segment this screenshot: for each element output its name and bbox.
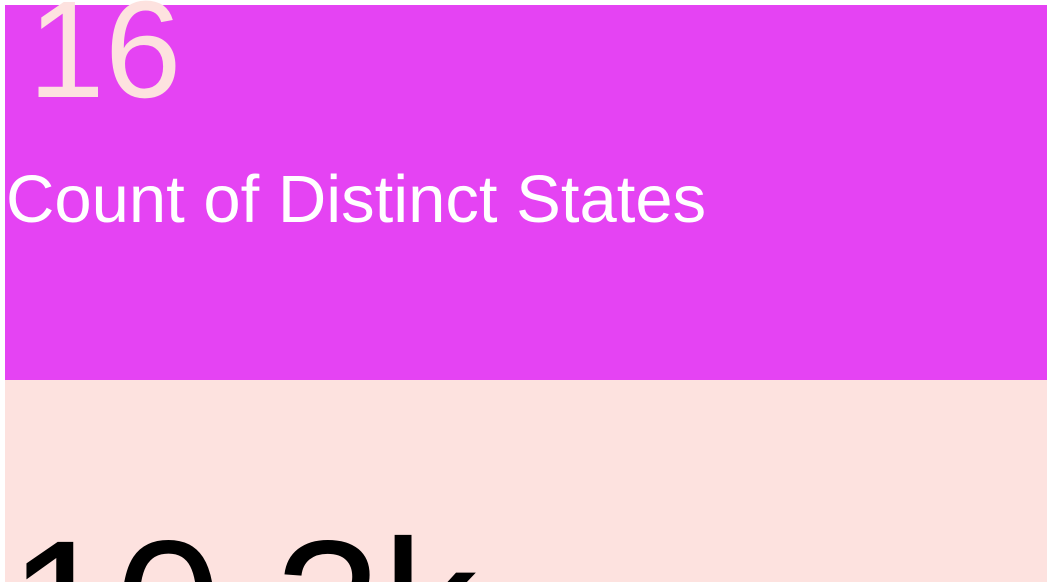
kpi-card — [5, 5, 1047, 380]
kpi-value: 16 — [28, 0, 182, 127]
kpi-label: Count of Distinct States — [6, 162, 706, 237]
kpi-value: 10.3k — [8, 500, 479, 582]
kpi-card — [5, 380, 1047, 582]
